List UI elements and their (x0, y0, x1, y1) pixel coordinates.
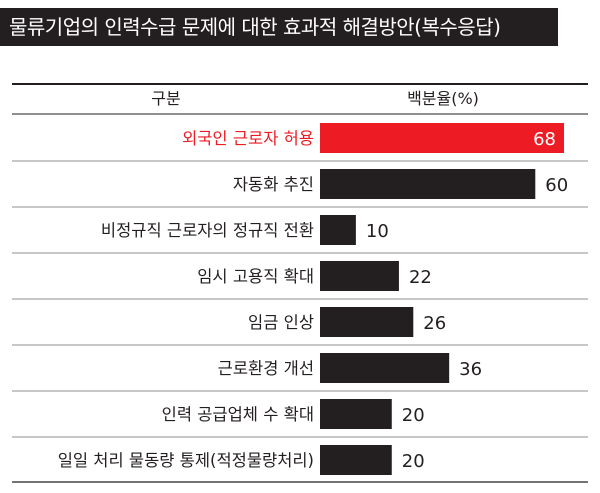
bar (320, 215, 356, 245)
category-label: 근로환경 개선 (218, 359, 314, 378)
data-label: 10 (366, 221, 389, 242)
data-label: 68 (533, 129, 556, 150)
data-label: 20 (402, 405, 425, 426)
data-label: 26 (423, 313, 446, 334)
bar (320, 307, 414, 337)
bar (320, 123, 564, 153)
table-header: 구분 백분율(%) (12, 83, 588, 115)
data-label: 36 (459, 359, 482, 380)
category-label: 인력 공급업체 수 확대 (162, 405, 314, 424)
category-label: 외국인 근로자 허용 (182, 129, 314, 148)
data-label: 22 (409, 267, 432, 288)
data-label: 20 (402, 451, 425, 472)
category-column-header: 구분 (151, 89, 180, 108)
category-label: 일일 처리 물동량 통제(적정물량처리) (58, 451, 314, 470)
category-label: 비정규직 근로자의 정규직 전환 (101, 221, 314, 240)
bar (320, 399, 392, 429)
bar (320, 261, 399, 291)
chart-title: 물류기업의 인력수급 문제에 대한 효과적 해결방안(복수응답) (9, 15, 501, 39)
data-label: 60 (545, 175, 568, 196)
bar (320, 445, 392, 475)
category-label: 임금 인상 (248, 313, 314, 332)
bar (320, 353, 450, 383)
category-label: 임시 고용직 확대 (197, 267, 314, 286)
value-column-header: 백분율(%) (407, 89, 479, 108)
category-label: 자동화 추진 (233, 175, 314, 194)
bar (320, 169, 536, 199)
chart-title-bar: 물류기업의 인력수급 문제에 대한 효과적 해결방안(복수응답) (0, 8, 558, 46)
